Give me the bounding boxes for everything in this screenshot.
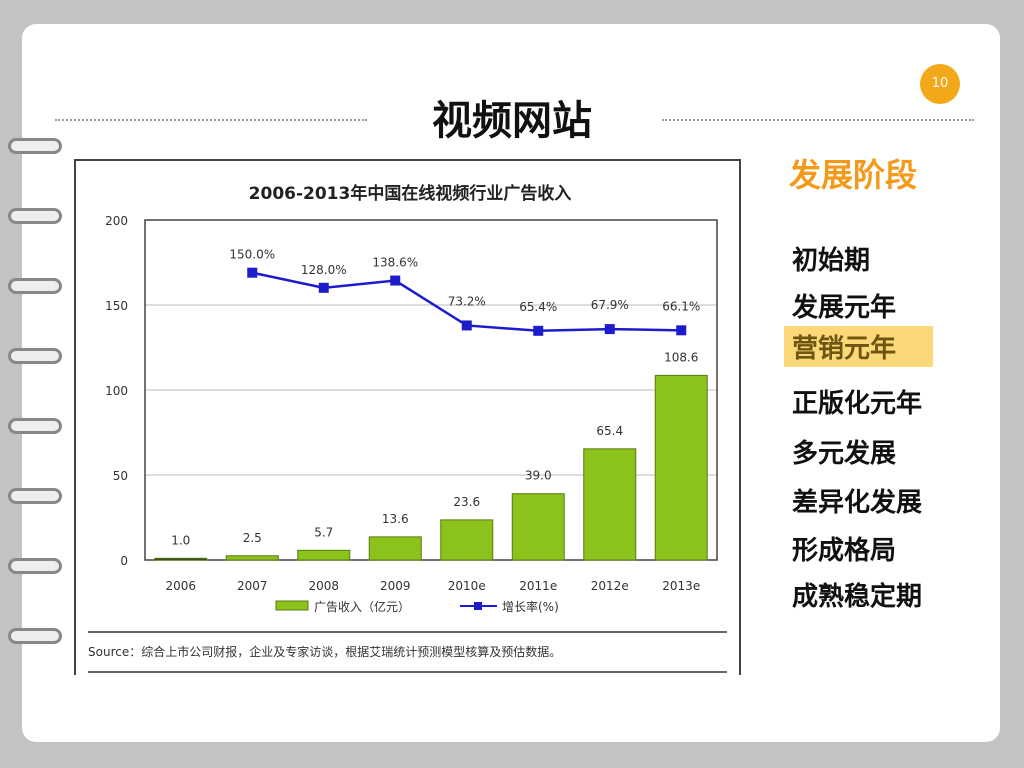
stages-heading: 发展阶段 (789, 156, 918, 194)
binder-ring (8, 348, 62, 364)
growth-data-label: 128.0% (301, 263, 347, 277)
stage-item: 成熟稳定期 (792, 582, 923, 612)
x-tick-label: 2012e (591, 579, 629, 593)
chart-title: 2006-2013年中国在线视频行业广告收入 (249, 183, 572, 204)
bar (225, 555, 279, 561)
stage-item: 正版化元年 (792, 389, 923, 419)
bar-data-label: 39.0 (525, 469, 552, 483)
y-tick-label: 100 (105, 384, 128, 398)
stage-item: 差异化发展 (792, 488, 923, 518)
binder-ring (8, 418, 62, 434)
bar (440, 519, 494, 561)
binder-ring (8, 558, 62, 574)
stage-item: 形成格局 (792, 536, 897, 566)
binder-ring (8, 628, 62, 644)
stage-item: 多元发展 (792, 439, 897, 469)
y-tick-label: 150 (105, 299, 128, 313)
bar-data-label: 5.7 (314, 525, 333, 539)
bar-data-label: 65.4 (596, 424, 623, 438)
growth-point (604, 324, 615, 335)
chart-crop (72, 675, 744, 685)
slide-title: 视频网站 (432, 98, 592, 144)
legend-line-label: 增长率(%) (502, 599, 559, 614)
x-tick-label: 2006 (165, 579, 196, 593)
legend-bar-label: 广告收入（亿元） (314, 599, 410, 614)
x-tick-label: 2008 (308, 579, 339, 593)
y-tick-label: 0 (120, 554, 128, 568)
bar-data-label: 2.5 (243, 531, 262, 545)
growth-data-label: 67.9% (591, 298, 629, 312)
x-tick-label: 2009 (380, 579, 411, 593)
chart-source: Source：综合上市公司财报，企业及专家访谈，根据艾瑞统计预测模型核算及预估数… (88, 644, 561, 659)
divider-right (662, 119, 974, 121)
x-tick-label: 2011e (519, 579, 557, 593)
growth-point (247, 267, 258, 278)
bar (368, 536, 422, 561)
x-tick-label: 2013e (662, 579, 700, 593)
bar-data-label: 1.0 (171, 533, 190, 547)
binder-ring (8, 138, 62, 154)
bar (297, 549, 351, 561)
growth-point (533, 325, 544, 336)
binder-ring (8, 278, 62, 294)
page-number: 10 (920, 64, 960, 104)
bar-data-label: 23.6 (453, 495, 480, 509)
y-tick-label: 50 (113, 469, 128, 483)
x-tick-label: 2007 (237, 579, 268, 593)
bar (654, 374, 708, 561)
stage-item: 发展元年 (792, 293, 897, 323)
stage-item: 初始期 (792, 246, 871, 276)
bar-data-label: 13.6 (382, 512, 409, 526)
chart-frame (74, 159, 741, 681)
growth-point (390, 275, 401, 286)
divider-left (55, 119, 367, 121)
legend-line-marker (474, 602, 482, 610)
growth-data-label: 65.4% (519, 300, 557, 314)
binder-ring (8, 208, 62, 224)
growth-data-label: 138.6% (372, 256, 418, 270)
bar (511, 493, 565, 561)
bar (154, 557, 208, 561)
binder-ring (8, 488, 62, 504)
growth-data-label: 73.2% (448, 294, 486, 308)
growth-point (318, 282, 329, 293)
bar (583, 448, 637, 561)
bar-data-label: 108.6 (664, 350, 698, 364)
growth-point (461, 320, 472, 331)
growth-data-label: 150.0% (229, 248, 275, 262)
x-tick-label: 2010e (448, 579, 486, 593)
stage-item: 营销元年 (784, 326, 933, 367)
plot-area (144, 219, 718, 561)
growth-point (676, 325, 687, 336)
growth-data-label: 66.1% (662, 299, 700, 313)
legend-bar-swatch (275, 600, 309, 611)
y-tick-label: 200 (105, 214, 128, 228)
